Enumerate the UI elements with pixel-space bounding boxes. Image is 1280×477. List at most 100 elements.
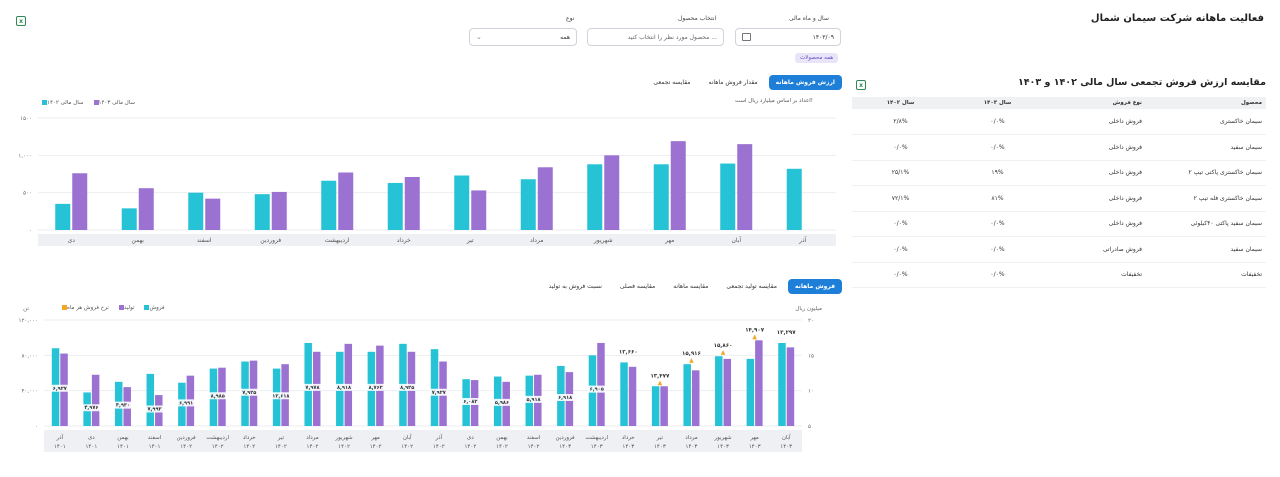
table-row: سیمان سفید فروش صادراتی ۰/۰% ۰/۰% [852,236,1266,263]
x-tick-label: ۱۴۰۲ [243,444,255,450]
year-month-field[interactable]: ۱۴۰۳/۰۹ [735,28,841,46]
x-tick-label: بهمن [117,435,129,441]
bar-sales [683,364,691,426]
y-left-label: تن [23,306,29,312]
tab-monthly-compare[interactable]: مقایسه ماهانه [673,283,709,290]
excel-icon[interactable]: x [856,80,866,90]
bar-1402 [454,175,470,230]
x-tick-label: ۱۴۰۲ [307,444,319,450]
data-label-bg [303,383,322,391]
calendar-icon [742,33,751,41]
rate-marker: ▲ [658,379,663,386]
table-row: سیمان خاکستری فروش داخلی ۰/۰% ۲/۸% [852,109,1266,135]
data-label: ۱۳,۲۹۷ [777,330,797,336]
x-axis-band [44,430,802,452]
data-label: ۶,۹۰۵ [590,387,604,393]
bar-1403 [670,141,686,230]
tab-monthly-sales-value[interactable]: ارزش فروش ماهانه [768,75,842,90]
x-tick-label: مهر [370,435,380,441]
bottom-chart: تن میلیون ریال ۰ ۵ ۴۰,۰۰۰ ۱۰ ۸۰,۰۰۰ ۱۵ ۱۲۰,۰۰۰ ۲۰… [19,306,822,452]
x-tick-label: تیر [466,237,474,244]
y-tick-label: ۵۰۰ [23,191,32,197]
bar-1402 [587,164,603,230]
x-tick-label: فروردین [177,435,197,441]
bottom-chart-legend: فروش تولید نرخ فروش هر ماه [60,305,165,311]
x-tick-label: اسفند [197,237,212,244]
y-left-tick-label: ۱۲۰,۰۰۰ [19,318,38,324]
bar-sales [778,342,786,426]
col-product: محصول [1146,97,1266,109]
table-row: سیمان سفید فروش داخلی ۰/۰% ۰/۰% [852,134,1266,161]
x-tick-label: مهر [664,237,674,244]
x-tick-label: ۱۴۰۳ [686,444,698,450]
data-label: ۷,۹۹۲ [147,407,161,413]
bar-sales [430,349,439,426]
bar-sales [715,356,723,426]
x-tick-label: شهریور [334,435,353,441]
tab-monthly-sales[interactable]: فروش ماهانه [787,279,842,294]
data-label: ۶,۹۲۷ [53,386,67,392]
data-label: ۱۲,۶۶۰ [619,349,638,355]
y-tick-label: ۰ [29,228,32,234]
data-label: ۷,۹۲۵ [242,390,256,396]
data-label: ۷,۹۷۸ [305,385,319,391]
tab-sales-production-ratio[interactable]: نسبت فروش به تولید [548,283,602,290]
data-label-bg [271,392,290,400]
x-tick-label: اردیبهشت [206,435,229,441]
product-label: انتخاب محصول [678,15,717,22]
bar-1403 [537,167,553,230]
bar-1402 [55,203,71,230]
x-tick-label: شهریور [713,435,732,441]
all-products-badge[interactable]: همه محصولات [795,53,839,63]
x-tick-label: ۱۴۰۲ [528,444,540,450]
bar-1402 [786,168,802,230]
data-label-bg [587,385,606,393]
bar-production [597,342,605,426]
table-row: سیمان خاکستری پاکتی تیپ ۲ فروش داخلی ۱۹% ۲۵… [852,160,1266,186]
bar-production [786,347,795,426]
data-label-bg [524,395,543,403]
x-tick-label: بهمن [496,435,508,441]
x-tick-label: اسفند [148,435,162,441]
product-select[interactable]: محصول مورد نظر را انتخاب کنید ... [587,28,724,46]
y-left-tick-label: ۸۰,۰۰۰ [21,353,38,359]
x-tick-label: ۱۴۰۱ [85,444,97,450]
top-chart: ۰ ۵۰۰ ۱,۰۰۰ ۱۵۰۰ آذر آبان مهر شهریور مرداد تیر خرد… [18,116,836,246]
data-label: ۶,۹۹۱ [179,400,193,406]
table-row: سیمان خاکستری فله تیپ ۲ فروش داخلی ۸۱% ۷۲/۱… [852,185,1266,212]
data-label-bg [82,404,101,412]
tab-cumulative-compare[interactable]: مقایسه تجمعی [653,79,691,86]
x-tick-label: آبان [782,434,791,441]
bar-production [628,366,637,426]
y-tick-label: ۱۵۰۰ [20,116,32,122]
x-tick-label: ۱۴۰۱ [149,444,161,450]
bar-1402 [254,194,270,230]
rate-marker: ▲ [721,349,726,356]
x-tick-label: ۱۴۰۳ [749,444,761,450]
data-label-bg [145,405,164,413]
x-tick-label: مهر [749,435,759,441]
bar-1403 [338,172,354,230]
data-label: ۱۴,۹۰۷ [745,327,765,333]
tab-monthly-sales-qty[interactable]: مقدار فروش ماهانه [708,79,758,86]
x-tick-label: ۱۴۰۲ [212,444,224,450]
tab-seasonal-compare[interactable]: مقایسه فصلی [619,283,656,290]
bar-production [723,358,732,426]
chevron-down-icon: ⌄ [476,33,482,41]
type-select[interactable]: ⌄ همه [469,28,577,46]
x-tick-label: خرداد [243,435,256,441]
data-label: ۱۵,۹۱۶ [682,351,701,357]
table-row: تخفیفات تخفیفات ۰/۰% ۰/۰% [852,262,1266,288]
bar-1402 [321,180,337,230]
bar-production [755,340,763,426]
x-axis-band [38,234,836,246]
x-tick-label: خرداد [622,435,635,441]
bar-1403 [271,191,287,230]
tab-cumulative-production[interactable]: مقایسه تولید تجمعی [726,283,777,290]
excel-icon[interactable]: x [16,16,26,26]
x-tick-label: دی [68,237,76,244]
x-tick-label: دی [467,435,474,441]
x-tick-label: ۱۴۰۳ [780,444,792,450]
data-label-bg [366,383,385,391]
legend-item-sales: فروش [142,305,165,311]
